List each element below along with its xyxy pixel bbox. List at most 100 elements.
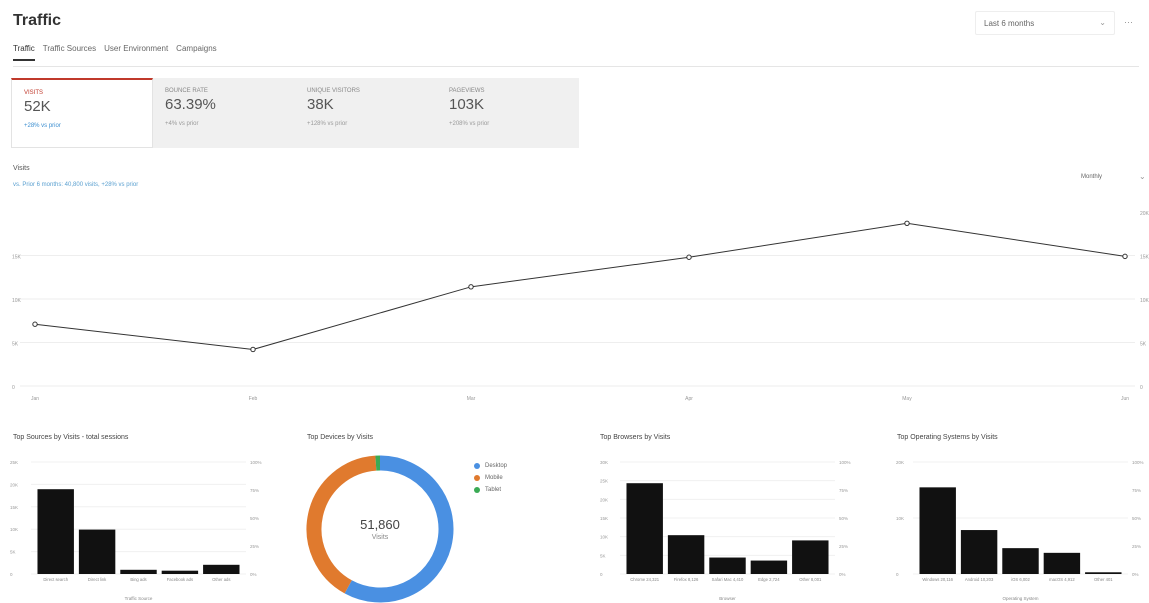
kpi-strip: Visits 52K +28% vs prior Bounce rate 63.… (11, 78, 579, 148)
bar (37, 489, 74, 574)
browsers-bar-chart: 0 5K 10K 15K 20K 25K 30K 0% 25% 50% 75% 100% Chrome … (600, 460, 851, 601)
data-point (468, 284, 474, 290)
kpi-value: 52K (24, 98, 51, 115)
devices-donut-chart (306, 455, 454, 603)
legend-swatch (474, 487, 480, 493)
legend-item-tablet[interactable]: Tablet (474, 484, 507, 496)
x-tick-label: Edge 2,724 (758, 577, 780, 582)
x-tick-label: May (902, 396, 912, 402)
os-card-title: Top Operating Systems by Visits (897, 434, 998, 441)
y-tick-label: 25K (600, 479, 608, 484)
browsers-card-title: Top Browsers by Visits (600, 434, 671, 441)
y-tick-label-right: 75% (250, 488, 259, 493)
sources-card-title: Top Sources by Visits - total sessions (13, 434, 129, 441)
devices-legend: Desktop Mobile Tablet (474, 460, 507, 496)
legend-swatch (474, 463, 480, 469)
kpi-unique-visitors[interactable]: Unique visitors 38K +128% vs prior (295, 78, 437, 148)
y-tick-label: 15K (600, 516, 608, 521)
data-point (686, 254, 692, 260)
legend-item-mobile[interactable]: Mobile (474, 472, 507, 484)
kpi-delta: +128% vs prior (307, 121, 348, 127)
legend-label: Desktop (485, 463, 508, 469)
x-tick-label: Other 8,001 (799, 577, 822, 582)
kpi-bounce-rate[interactable]: Bounce rate 63.39% +4% vs prior (153, 78, 295, 148)
y-tick-label: 5K (10, 550, 16, 555)
y-tick-label-right: 0% (839, 572, 846, 577)
y-tick-label-right: 50% (839, 516, 848, 521)
x-axis-title: Operating System (1002, 596, 1038, 601)
y-tick-label-right: 50% (1132, 516, 1141, 521)
visits-line-chart: 0 5K 10K 15K 0 5K 10K 15K 20K Jan Feb Mar Apr May Jun (12, 211, 1149, 402)
x-tick-label: Jun (1121, 396, 1129, 402)
kpi-label: Bounce rate (165, 88, 208, 94)
x-tick-label: Facebook ads (167, 577, 193, 582)
visits-chart-label: Visits (13, 165, 30, 172)
bar (78, 529, 116, 574)
donut-total-value: 51,860 (360, 517, 400, 532)
y-tick-label-right: 50% (250, 516, 259, 521)
x-tick-label: Android 10,203 (965, 577, 994, 582)
data-point (904, 220, 910, 227)
x-tick-label: Firefox 8,126 (674, 577, 699, 582)
y-tick-label-right: 10K (1140, 298, 1149, 304)
y-tick-label: 20K (10, 482, 18, 487)
chevron-down-icon[interactable]: ⌄ (1139, 172, 1146, 181)
y-tick-label: 10K (10, 527, 18, 532)
y-tick-label: 0 (10, 572, 13, 577)
x-tick-label: Apr (685, 396, 693, 402)
kpi-visits[interactable]: Visits 52K +28% vs prior (11, 78, 153, 148)
x-tick-label: Bing ads (130, 577, 146, 582)
kpi-value: 38K (307, 96, 334, 113)
y-tick-label: 30K (600, 460, 608, 465)
y-tick-label: 10K (600, 535, 608, 540)
tab-traffic[interactable]: Traffic (13, 44, 35, 61)
x-axis-title: Browser (719, 596, 736, 601)
tab-user-environment[interactable]: User Environment (104, 44, 169, 53)
x-tick-label: macOS 4,912 (1049, 577, 1075, 582)
bar (792, 540, 829, 574)
period-select[interactable]: Last 6 months ⌄ (975, 11, 1115, 35)
tab-bar: Traffic Traffic Sources User Environment… (13, 44, 217, 61)
tab-campaigns[interactable]: Campaigns (176, 44, 217, 53)
x-tick-label: Jan (31, 396, 39, 402)
y-tick-label-right: 0% (250, 572, 257, 577)
chevron-down-icon: ⌄ (1099, 18, 1106, 27)
devices-card-title: Top Devices by Visits (307, 434, 374, 441)
y-tick-label: 15K (10, 505, 18, 510)
y-tick-label-left: 15K (12, 255, 22, 261)
x-tick-label: iOS 6,002 (1011, 577, 1030, 582)
y-tick-label-right: 25% (1132, 544, 1141, 549)
data-point (250, 346, 256, 353)
y-tick-label: 20K (600, 497, 608, 502)
y-tick-label: 0 (896, 572, 899, 577)
y-tick-label-right: 25% (839, 544, 848, 549)
period-value: Last 6 months (984, 19, 1035, 28)
bar (1085, 572, 1122, 574)
bar (203, 564, 240, 574)
kpi-value: 103K (449, 96, 485, 113)
legend-label: Mobile (485, 475, 503, 481)
x-tick-label: Feb (249, 396, 258, 402)
kpi-label: Unique visitors (307, 88, 360, 94)
x-tick-label: Mar (467, 396, 476, 402)
x-tick-label: Other 401 (1094, 577, 1113, 582)
more-options-icon[interactable]: ⋯ (1124, 17, 1134, 27)
y-tick-label: 10K (896, 516, 904, 521)
y-tick-label: 25K (10, 460, 18, 465)
bar (960, 530, 998, 574)
x-tick-label: Other ads (212, 577, 230, 582)
bar (161, 570, 199, 574)
kpi-pageviews[interactable]: Pageviews 103K +208% vs prior (437, 78, 579, 148)
tab-traffic-sources[interactable]: Traffic Sources (42, 44, 97, 53)
donut-slice (306, 455, 377, 594)
legend-swatch (474, 475, 480, 481)
bar (709, 557, 746, 574)
legend-item-desktop[interactable]: Desktop (474, 460, 507, 472)
kpi-value: 63.39% (165, 96, 216, 113)
interval-select[interactable]: Monthly (1081, 174, 1103, 180)
bar (626, 483, 663, 574)
y-tick-label-right: 0% (1132, 572, 1139, 577)
kpi-delta: +208% vs prior (449, 121, 490, 127)
y-tick-label-right: 0 (1140, 385, 1143, 391)
y-tick-label-left: 10K (12, 298, 22, 304)
